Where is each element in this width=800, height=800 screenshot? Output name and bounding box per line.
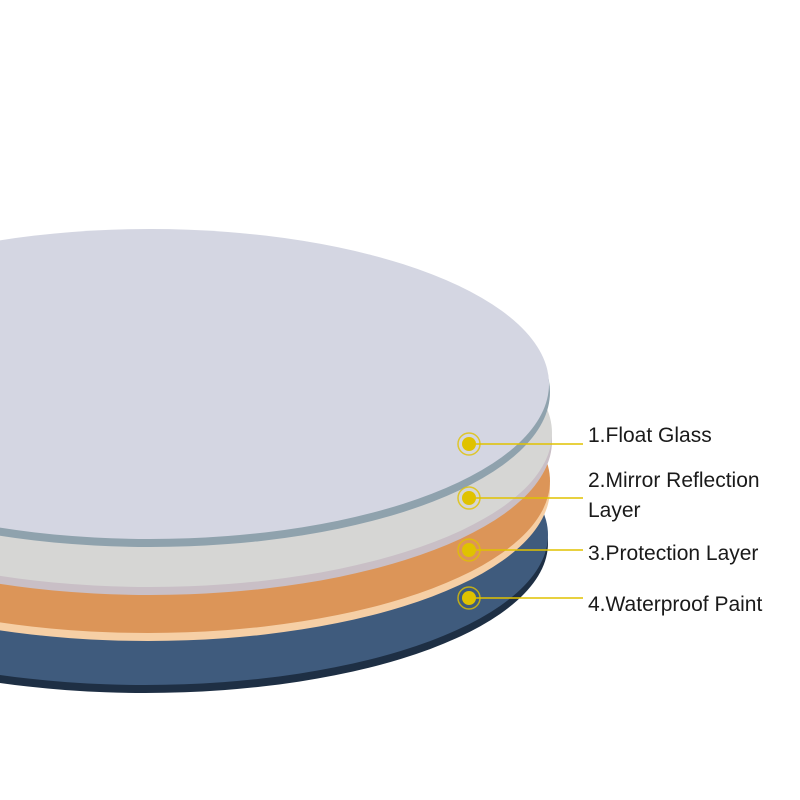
layer-float-glass — [0, 229, 549, 539]
marker-dot — [462, 543, 476, 557]
marker-dot — [462, 437, 476, 451]
marker-ring — [457, 432, 481, 456]
marker-dot — [462, 591, 476, 605]
label-float-glass: 1.Float Glass — [588, 424, 712, 447]
marker-ring — [457, 586, 481, 610]
marker-ring — [457, 538, 481, 562]
label-protection-layer: 3.Protection Layer — [588, 542, 759, 565]
marker-dot — [462, 491, 476, 505]
label-mirror-reflection-line2: Layer — [588, 499, 641, 522]
marker-ring — [457, 486, 481, 510]
label-mirror-reflection: 2.Mirror Reflection — [588, 469, 760, 492]
label-waterproof-paint: 4.Waterproof Paint — [588, 593, 763, 616]
